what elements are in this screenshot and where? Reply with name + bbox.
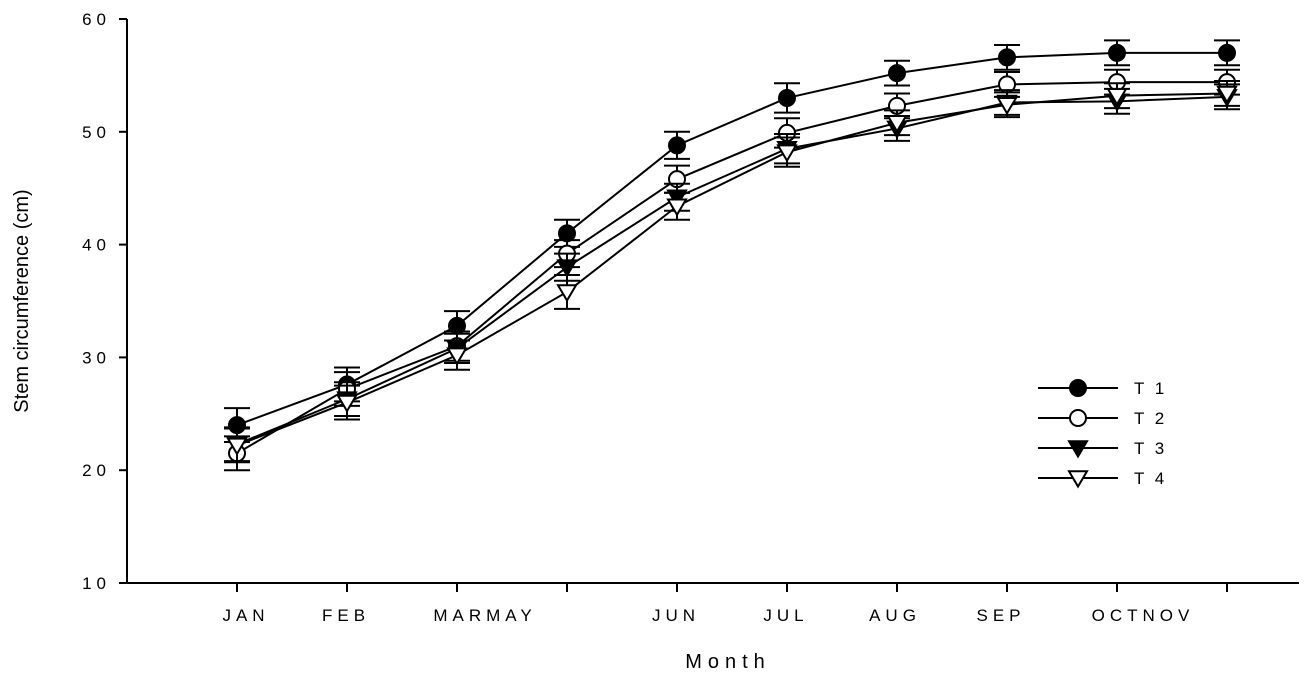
- data-point: [1069, 409, 1087, 427]
- x-tick-label: OCTNOV: [1092, 606, 1195, 625]
- axes: [126, 19, 1299, 584]
- data-point: [668, 136, 686, 155]
- y-tick-label: 60: [82, 10, 111, 29]
- x-axis-title: Month: [685, 651, 771, 673]
- data-point: [226, 437, 248, 456]
- legend-item: T 3: [1038, 439, 1167, 459]
- legend-label: T 1: [1134, 379, 1167, 398]
- x-tick-label: FEB: [322, 606, 370, 625]
- series-2: [224, 68, 1240, 472]
- data-point: [1106, 87, 1128, 107]
- y-tick-label: 10: [82, 574, 111, 593]
- legend: T 1 T 2 T 3 T 4: [1038, 379, 1167, 489]
- data-point: [1069, 379, 1087, 397]
- x-tick-label: JAN: [222, 606, 269, 625]
- series-line: [236, 81, 1227, 455]
- data-point: [556, 259, 578, 278]
- data-point: [886, 115, 908, 134]
- data-point: [996, 96, 1018, 116]
- x-tick-label: SEP: [976, 606, 1025, 625]
- y-tick-label: 40: [82, 236, 111, 255]
- legend-item: T 2: [1038, 409, 1167, 428]
- data-point: [888, 64, 906, 83]
- x-ticks: JAN FEB MARMAY JUN JUL AUG SEP OCTNOV: [222, 583, 1228, 625]
- x-tick-label: MARMAY: [433, 606, 536, 625]
- data-point: [1108, 43, 1126, 62]
- y-tick-label: 30: [82, 348, 111, 367]
- legend-label: T 3: [1134, 439, 1167, 458]
- data-point: [666, 198, 688, 217]
- y-tick-label: 20: [82, 461, 111, 480]
- y-axis-title: Stem circumference (cm): [11, 189, 33, 412]
- series-4: [224, 80, 1240, 464]
- data-series: [224, 39, 1240, 472]
- legend-item: T 4: [1038, 469, 1167, 489]
- x-tick-label: AUG: [869, 606, 921, 625]
- x-tick-label: JUN: [652, 606, 700, 625]
- legend-label: T 2: [1134, 409, 1167, 428]
- series-line: [236, 51, 1227, 427]
- data-point: [1067, 470, 1089, 489]
- series-line: [236, 92, 1228, 447]
- data-point: [998, 48, 1016, 67]
- data-point: [1216, 85, 1238, 104]
- series-3: [224, 83, 1240, 463]
- data-point: [558, 224, 576, 243]
- legend-item: T 1: [1038, 379, 1167, 398]
- y-tick-label: 50: [82, 123, 111, 142]
- data-point: [556, 284, 578, 303]
- data-point: [336, 394, 358, 414]
- data-point: [776, 144, 798, 163]
- data-point: [1067, 440, 1089, 459]
- legend-label: T 4: [1134, 469, 1167, 488]
- data-point: [778, 88, 796, 107]
- series-line: [236, 95, 1228, 446]
- data-point: [1218, 43, 1236, 62]
- data-point: [446, 347, 468, 366]
- x-tick-label: JUL: [763, 606, 808, 625]
- y-ticks: 10 20 30 40 50 60: [82, 10, 127, 593]
